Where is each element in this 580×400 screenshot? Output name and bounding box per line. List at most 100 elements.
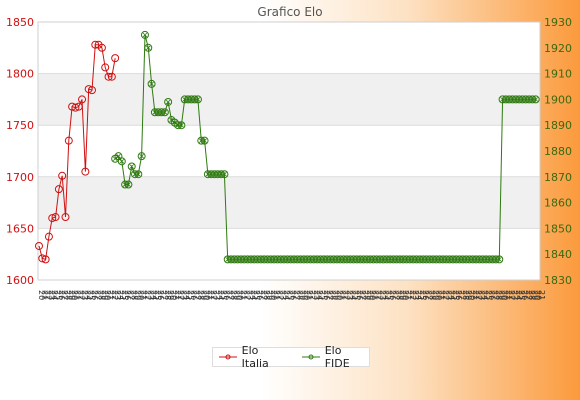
plot-area bbox=[38, 22, 540, 280]
x-tick-label: 21 bbox=[107, 290, 116, 300]
data-point-mark-elo-fide bbox=[222, 171, 227, 177]
x-tick-label: 21 bbox=[338, 290, 347, 300]
x-tick-label: 26 bbox=[222, 290, 231, 300]
x-tick-label: 23 bbox=[47, 290, 56, 300]
x-tick-label: 25 bbox=[484, 290, 493, 300]
x-tick-label: 27 bbox=[259, 290, 268, 300]
x-tick-label: 25 bbox=[318, 290, 327, 300]
x-tick-label: 20 bbox=[70, 290, 79, 300]
x-tick-label: 22 bbox=[176, 290, 185, 300]
data-point-mark-elo-fide bbox=[145, 45, 151, 51]
x-tick-label: 28 bbox=[328, 290, 337, 300]
left-tick-label: 1600 bbox=[6, 274, 34, 287]
data-point-elo-fide bbox=[160, 108, 169, 117]
x-tick-label: 27 bbox=[458, 290, 467, 300]
data-point-mark-elo-fide bbox=[202, 138, 207, 143]
x-tick-label: 20 bbox=[269, 290, 278, 300]
x-tick-label: 20 bbox=[169, 290, 178, 300]
x-tick-label: 24 bbox=[348, 290, 357, 300]
x-tick-label: 26 bbox=[123, 290, 132, 300]
data-point-elo-italia bbox=[81, 167, 90, 176]
x-tick-label: 29 bbox=[100, 290, 109, 300]
data-point-elo-italia bbox=[101, 63, 110, 72]
data-point-mark-elo-fide bbox=[112, 156, 118, 162]
x-tick-label: 29 bbox=[199, 290, 208, 300]
x-tick-label: 27 bbox=[491, 290, 500, 300]
x-tick-label: 21 bbox=[173, 290, 182, 300]
x-tick-label: 28 bbox=[494, 290, 503, 300]
x-tick-label: 22 bbox=[309, 290, 318, 300]
chart-title: Grafico Elo bbox=[257, 5, 322, 19]
x-tick-label: 22 bbox=[242, 290, 251, 300]
x-tick-label: 24 bbox=[150, 290, 159, 300]
x-tick-label: 22 bbox=[441, 290, 450, 300]
x-tick-label: 22 bbox=[44, 290, 53, 300]
x-tick-label: 28 bbox=[395, 290, 404, 300]
x-tick-label: 27 bbox=[226, 290, 235, 300]
legend-label-fide: Elo FIDE bbox=[324, 344, 350, 370]
x-tick-label: 21 bbox=[239, 290, 248, 300]
x-tick-label: 20 bbox=[103, 290, 112, 300]
data-point-elo-italia bbox=[38, 254, 47, 263]
x-tick-label: 26 bbox=[454, 290, 463, 300]
data-point-elo-fide bbox=[220, 170, 229, 179]
left-tick-label: 1800 bbox=[6, 68, 34, 81]
data-point-elo-fide bbox=[144, 43, 153, 52]
data-point-elo-italia bbox=[51, 213, 60, 222]
x-tick-label: 26 bbox=[421, 290, 430, 300]
x-tick-label: 22 bbox=[507, 290, 516, 300]
x-tick-label: 26 bbox=[57, 290, 66, 300]
x-tick-label: 23 bbox=[179, 290, 188, 300]
x-tick-label: 26 bbox=[90, 290, 99, 300]
data-point-elo-italia bbox=[107, 72, 116, 81]
right-tick-label: 1830 bbox=[544, 274, 572, 287]
x-tick-label: 21 bbox=[140, 290, 149, 300]
data-point-elo-italia bbox=[111, 54, 120, 63]
x-tick-label: 21 bbox=[438, 290, 447, 300]
x-tick-label: 23 bbox=[378, 290, 387, 300]
x-tick-label: 25 bbox=[517, 290, 526, 300]
x-tick-label: 22 bbox=[474, 290, 483, 300]
x-tick-label: 28 bbox=[196, 290, 205, 300]
data-point-mark-elo-fide bbox=[165, 99, 171, 105]
x-tick-label: 25 bbox=[54, 290, 63, 300]
x-tick-label: 25 bbox=[352, 290, 361, 300]
left-tick-label: 1650 bbox=[6, 222, 34, 235]
data-point-mark-elo-fide bbox=[149, 81, 154, 87]
data-point-elo-fide bbox=[531, 95, 540, 104]
data-point-elo-fide bbox=[124, 180, 133, 189]
x-tick-label: 28 bbox=[428, 290, 437, 300]
grid-band bbox=[38, 176, 540, 229]
plot-border bbox=[37, 21, 541, 281]
right-tick-label: 1860 bbox=[544, 197, 572, 210]
right-tick-label: 1870 bbox=[544, 171, 572, 184]
data-point-mark-elo-fide bbox=[533, 97, 538, 102]
x-tick-label: 24 bbox=[183, 290, 192, 300]
right-tick-label: 1850 bbox=[544, 222, 572, 235]
x-tick-label: 27 bbox=[93, 290, 102, 300]
x-tick-label: 20 bbox=[302, 290, 311, 300]
x-tick-label: 23 bbox=[279, 290, 288, 300]
x-tick-label: 25 bbox=[385, 290, 394, 300]
x-tick-label: 27 bbox=[358, 290, 367, 300]
right-tick-label: 1900 bbox=[544, 93, 572, 106]
x-tick-label: 27 bbox=[160, 290, 169, 300]
data-point-elo-fide bbox=[137, 152, 146, 161]
right-tick-label: 1880 bbox=[544, 145, 572, 158]
x-tick-label: 28 bbox=[163, 290, 172, 300]
x-tick-label: 20 bbox=[467, 290, 476, 300]
data-point-mark-elo-fide bbox=[142, 32, 148, 38]
x-tick-label: 29 bbox=[67, 290, 76, 300]
data-point-mark-elo-fide bbox=[172, 120, 178, 125]
x-tick-label: 23 bbox=[477, 290, 486, 300]
x-tick-label: 22 bbox=[342, 290, 351, 300]
x-tick-label: 24 bbox=[116, 290, 125, 300]
grid-layer bbox=[37, 21, 541, 281]
left-tick-label: 1700 bbox=[6, 171, 34, 184]
x-tick-label: 29 bbox=[365, 290, 374, 300]
x-tick-label: 27 bbox=[325, 290, 334, 300]
x-tick-label: 24 bbox=[282, 290, 291, 300]
x-tick-label: 22 bbox=[77, 290, 86, 300]
x-tick-label: 23 bbox=[80, 290, 89, 300]
